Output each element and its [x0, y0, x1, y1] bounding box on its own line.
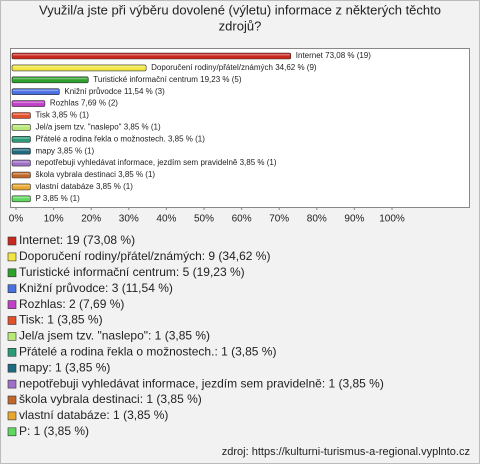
bar-label: Knižní průvodce 11,54 % (3) — [64, 87, 165, 96]
bar-highlight — [13, 184, 30, 187]
x-tick-label: 50% — [194, 214, 214, 225]
bar — [11, 183, 31, 191]
bar — [11, 88, 60, 95]
x-tick-label: 30% — [119, 214, 139, 225]
bar-label: nepotřebuji vyhledávat informace, jezdím… — [35, 158, 276, 167]
legend-swatch — [7, 268, 17, 278]
legend-swatch — [7, 236, 17, 246]
bar-label: vlastní databáze 3,85 % (1) — [35, 182, 133, 191]
legend-label: Turistické informační centrum: 5 (19,23 … — [19, 265, 245, 279]
legend-label: Tisk: 1 (3,85 %) — [19, 313, 103, 327]
bar-highlight — [13, 149, 30, 151]
legend-label: Knižní průvodce: 3 (11,54 %) — [19, 281, 173, 295]
legend-label: P: 1 (3,85 %) — [19, 424, 89, 438]
x-tick-label: 0% — [9, 214, 24, 225]
x-tick-label: 60% — [232, 214, 252, 225]
bar-highlight — [13, 54, 290, 56]
bar-label: Tisk 3,85 % (1) — [35, 111, 89, 120]
legend-swatch — [7, 363, 17, 373]
bar-label: škola vybrala destinaci 3,85 % (1) — [35, 170, 155, 179]
legend-label: Jel/a jsem tzv. "naslepo": 1 (3,85 %) — [19, 329, 210, 343]
bar-label: Přátelé a rodina řekla o možnostech. 3,8… — [35, 134, 205, 143]
bar-highlight — [13, 77, 88, 80]
bar — [11, 124, 31, 131]
bar-label: P 3,85 % (1) — [35, 194, 80, 203]
bar-highlight — [13, 125, 30, 127]
x-tick-label: 100% — [379, 214, 405, 225]
chart-title: Využil/a jste při výběru dovolené (výlet… — [39, 2, 441, 17]
source: zdroj: https://kulturni-turismus-a-regio… — [222, 446, 470, 458]
legend-swatch — [7, 284, 17, 294]
bar — [11, 136, 31, 143]
legend-swatch — [7, 411, 17, 421]
bar-label: mapy 3,85 % (1) — [35, 146, 94, 155]
bar — [11, 76, 89, 84]
bar — [11, 171, 31, 179]
bar — [11, 195, 31, 203]
legend-label: Přátelé a rodina řekla o možnostech.: 1 … — [19, 344, 276, 358]
bar-highlight — [13, 137, 30, 139]
bar-highlight — [13, 89, 59, 92]
bar — [11, 100, 46, 107]
legend-label: Internet: 19 (73,08 %) — [19, 233, 135, 247]
bar-label: Doporučení rodiny/přátel/známých 34,62 %… — [151, 63, 317, 72]
bar-label: Rozhlas 7,69 % (2) — [50, 99, 118, 108]
bar-highlight — [13, 65, 146, 68]
bar-highlight — [13, 173, 30, 175]
bar — [11, 112, 31, 119]
x-tick-label: 70% — [269, 214, 289, 225]
x-tick-label: 40% — [156, 214, 176, 225]
legend-swatch — [7, 395, 17, 405]
legend-swatch — [7, 427, 17, 437]
legend-label: vlastní databáze: 1 (3,85 %) — [19, 408, 168, 422]
legend-label: Doporučení rodiny/přátel/známých: 9 (34,… — [19, 249, 270, 263]
legend-label: nepotřebuji vyhledávat informace, jezdím… — [19, 376, 384, 390]
legend-swatch — [7, 347, 17, 357]
bar-highlight — [13, 113, 30, 115]
legend-swatch — [7, 252, 17, 262]
bar-label: Jel/a jsem tzv. "naslepo" 3,85 % (1) — [35, 123, 160, 132]
x-tick-label: 80% — [307, 214, 327, 225]
bar — [11, 64, 147, 72]
bar — [11, 159, 31, 167]
chart-title: zdrojů? — [219, 18, 262, 33]
legend-swatch — [7, 379, 17, 389]
legend-swatch — [7, 316, 17, 325]
bar-highlight — [13, 161, 30, 163]
bar-highlight — [13, 101, 44, 104]
bar — [11, 52, 292, 60]
bar-label: Turistické informační centrum 19,23 % (5… — [93, 75, 242, 84]
plot-area — [10, 48, 470, 208]
legend-label: Rozhlas: 2 (7,69 %) — [19, 297, 124, 311]
x-tick-label: 10% — [44, 214, 64, 225]
bar-label: Internet 73,08 % (19) — [296, 51, 371, 60]
x-tick-label: 90% — [344, 214, 364, 225]
legend-swatch — [7, 332, 17, 341]
legend-label: škola vybrala destinaci: 1 (3,85 %) — [19, 392, 202, 406]
legend-swatch — [7, 300, 17, 309]
bar — [11, 147, 31, 155]
bar-highlight — [13, 196, 30, 199]
legend-label: mapy: 1 (3,85 %) — [19, 360, 110, 374]
x-tick-label: 20% — [81, 214, 101, 225]
